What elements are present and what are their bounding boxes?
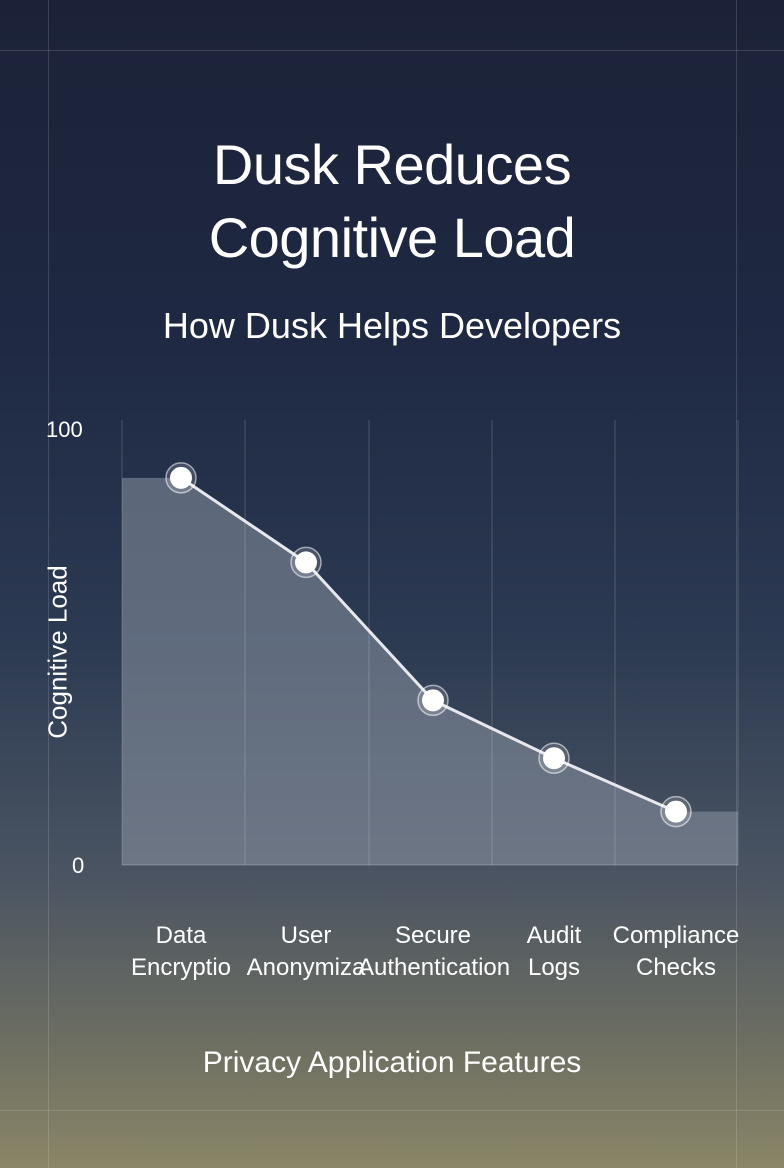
- x-tick-line: Audit: [526, 922, 582, 949]
- x-tick-line: User: [280, 922, 332, 949]
- x-tick-line: Authentication: [358, 954, 511, 981]
- y-tick-max: 100: [46, 417, 83, 442]
- frame-line-bottom: [0, 1110, 784, 1111]
- data-point: [665, 800, 687, 823]
- x-tick-label: User Anonymiza: [231, 920, 381, 984]
- y-axis-label: Cognitive Load: [42, 565, 73, 739]
- frame-line-left: [48, 0, 49, 1168]
- chart-title: Dusk Reduces Cognitive Load: [0, 128, 784, 274]
- x-tick-line: Encryptio: [130, 954, 232, 981]
- y-tick-min: 0: [72, 853, 85, 878]
- data-point: [170, 466, 192, 489]
- x-tick-line: Anonymiza: [246, 954, 366, 981]
- x-tick-line: Logs: [527, 954, 581, 981]
- x-tick-line: Checks: [635, 954, 717, 981]
- x-tick-line: Secure: [394, 922, 472, 949]
- x-tick-line: Data: [155, 922, 207, 949]
- frame-line-right: [736, 0, 737, 1168]
- chart-subtitle: How Dusk Helps Developers: [162, 305, 622, 346]
- x-tick-label: Audit Logs: [479, 920, 629, 984]
- x-axis-label: Privacy Application Features: [202, 1046, 582, 1079]
- x-tick-label: Data Encryptio: [106, 920, 256, 984]
- chart-title-line-2: Cognitive Load: [208, 206, 576, 269]
- chart-title-line-1: Dusk Reduces: [212, 133, 572, 196]
- x-tick-label: Compliance Checks: [601, 920, 751, 984]
- frame-line-top: [0, 50, 784, 51]
- x-tick-line: Compliance: [612, 922, 740, 949]
- x-tick-label: Secure Authentication: [358, 920, 511, 984]
- data-point: [543, 747, 565, 770]
- data-point: [422, 689, 444, 712]
- data-point: [295, 551, 317, 574]
- area-fill: [122, 477, 738, 865]
